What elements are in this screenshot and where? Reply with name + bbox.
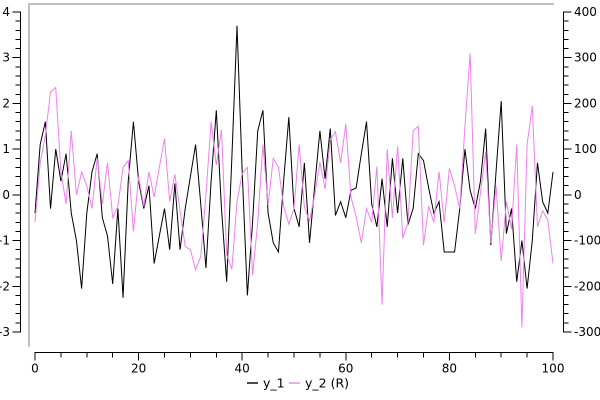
legend: y_1 y_2 (R) — [247, 376, 349, 391]
y-right-tick-label: -200 — [574, 279, 600, 293]
y-left-tick-label: -3 — [0, 325, 10, 339]
series-y1-line — [34, 25, 554, 298]
x-tick-label: 0 — [31, 362, 39, 376]
legend-label-y2: y_2 (R) — [305, 376, 349, 391]
curve-2 — [34, 53, 554, 328]
x-tick-label: 100 — [542, 362, 565, 376]
x-tick-label: 60 — [338, 362, 353, 376]
y-right-tick-label: -100 — [574, 234, 600, 248]
canvas-frame — [28, 3, 554, 347]
y-left-tick-label: 2 — [2, 96, 10, 110]
y-right-tick-label: 200 — [574, 96, 597, 110]
y-left-tick-label: -2 — [0, 279, 10, 293]
legend-label-y1: y_1 — [263, 376, 285, 391]
y-right-tick-label: 0 — [574, 188, 582, 202]
y-left-tick-label: -1 — [0, 234, 10, 248]
y-left-tick-label: 4 — [2, 5, 10, 19]
y-right-tick-label: 300 — [574, 51, 597, 65]
y-left-tick-label: 3 — [2, 51, 10, 65]
x-tick-label: 40 — [235, 362, 250, 376]
y-right-tick-label: -300 — [574, 325, 600, 339]
y-right-tick-label: 100 — [574, 142, 597, 156]
curve-1 — [34, 25, 554, 298]
y-left-tick-label: 1 — [2, 142, 10, 156]
y-axis-right: 400 300 200 100 0 -100 -200 -300 — [563, 5, 600, 339]
series-y2-line — [34, 53, 554, 328]
x-tick-label: 20 — [131, 362, 146, 376]
x-axis-bottom: 0 20 40 60 80 100 — [31, 352, 565, 376]
y-axis-left: 4 3 2 1 0 -1 -2 -3 — [0, 5, 21, 339]
y-left-tick-label: 0 — [2, 188, 10, 202]
y-right-tick-label: 400 — [574, 5, 597, 19]
x-tick-label: 80 — [442, 362, 457, 376]
